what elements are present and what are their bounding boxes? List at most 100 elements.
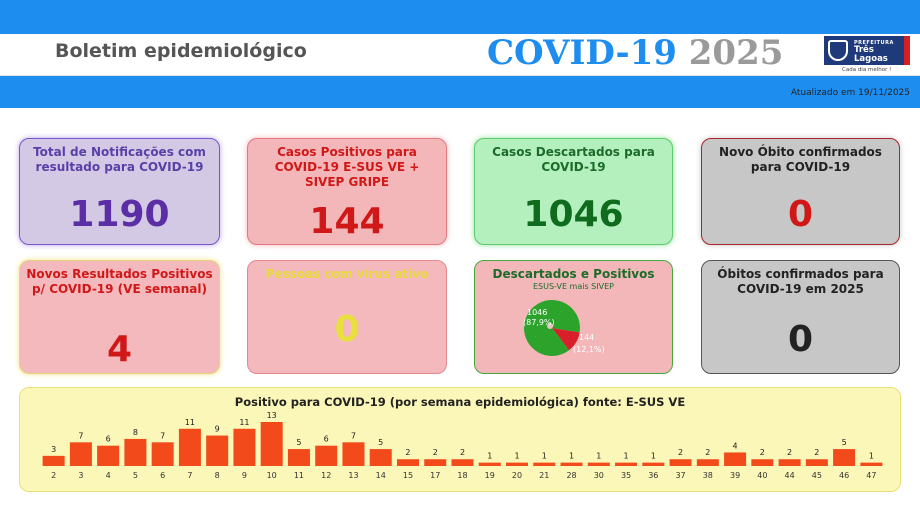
bar-week-38[interactable] [696, 459, 719, 466]
bar-week-6[interactable] [151, 442, 174, 466]
bar-week-39[interactable] [724, 452, 747, 466]
bar-value-label: 7 [351, 431, 356, 440]
covid-heading: COVID-19 2025 [487, 33, 783, 73]
bar-week-30[interactable] [587, 462, 610, 466]
x-tick-label: 9 [242, 471, 247, 480]
bar-value-label: 11 [239, 418, 249, 427]
bar-value-label: 2 [405, 448, 410, 457]
x-tick-label: 46 [839, 471, 849, 480]
pie-label-positivos-value: 144 [579, 333, 594, 342]
blue-band [0, 76, 920, 108]
bar-week-4[interactable] [97, 445, 120, 466]
x-tick-label: 38 [703, 471, 713, 480]
bar-value-label: 1 [569, 452, 574, 461]
x-tick-label: 12 [321, 471, 331, 480]
bar-week-40[interactable] [751, 459, 774, 466]
bar-week-11[interactable] [287, 449, 310, 466]
bar-week-7[interactable] [178, 428, 201, 466]
updated-date: Atualizado em 19/11/2025 [790, 88, 910, 98]
pie-slice-positivos [552, 328, 580, 351]
bar-value-label: 1 [869, 452, 874, 461]
x-tick-label: 2 [51, 471, 56, 480]
x-tick-label: 4 [106, 471, 111, 480]
x-tick-label: 44 [785, 471, 795, 480]
bar-week-14[interactable] [369, 449, 392, 466]
bar-week-19[interactable] [478, 462, 501, 466]
pie-label-descartados-value: 1046 [527, 308, 547, 317]
bar-week-13[interactable] [342, 442, 365, 466]
covid-text: COVID-19 [487, 33, 677, 73]
pie-subtitle: ESUS-VE mais SIVEP [533, 282, 614, 291]
bar-week-37[interactable] [669, 459, 692, 466]
bar-week-36[interactable] [642, 462, 665, 466]
bar-week-20[interactable] [506, 462, 529, 466]
bar-value-label: 2 [678, 448, 683, 457]
pie-center-marker [547, 323, 553, 329]
logo-prefix: PREFEITURA [854, 40, 894, 46]
weekly-bar-chart: 3273648576117981191310511612713514215217… [42, 411, 883, 480]
x-tick-label: 8 [215, 471, 220, 480]
bar-week-45[interactable] [805, 459, 828, 466]
card-label: Total de Notificações com resultado para… [33, 145, 206, 174]
bar-week-9[interactable] [233, 428, 256, 466]
bar-week-5[interactable] [124, 438, 147, 466]
x-tick-label: 37 [675, 471, 685, 480]
weekly-chart-panel: Positivo para COVID-19 (por semana epide… [19, 387, 901, 492]
logo-stripe [904, 36, 910, 65]
bar-week-8[interactable] [206, 435, 229, 466]
x-tick-label: 10 [267, 471, 277, 480]
bar-week-17[interactable] [424, 459, 447, 466]
bar-value-label: 1 [624, 452, 629, 461]
card-label: Novo Óbito confirmados para COVID-19 [719, 145, 882, 174]
bar-value-label: 1 [651, 452, 656, 461]
card-total-notifications[interactable]: Total de Notificações com resultado para… [19, 138, 220, 245]
x-tick-label: 19 [485, 471, 495, 480]
bar-value-label: 5 [296, 438, 301, 447]
bar-week-44[interactable] [778, 459, 801, 466]
header: Boletim epidemiológico COVID-19 2025 PRE… [0, 33, 920, 76]
bar-week-18[interactable] [451, 459, 474, 466]
bar-week-21[interactable] [533, 462, 556, 466]
bar-value-label: 1 [487, 452, 492, 461]
bar-value-label: 4 [733, 441, 738, 450]
card-label: Casos Descartados para COVID-19 [492, 145, 655, 174]
card-new-deaths[interactable]: Novo Óbito confirmados para COVID-19 0 [701, 138, 900, 245]
card-value: 0 [787, 194, 814, 235]
bar-value-label: 8 [133, 428, 138, 437]
card-positive-cases[interactable]: Casos Positivos para COVID-19 E-SUS VE +… [247, 138, 447, 245]
x-tick-label: 11 [294, 471, 304, 480]
bar-week-47[interactable] [860, 462, 883, 466]
card-new-results[interactable]: Novos Resultados Positivos p/ COVID-19 (… [19, 260, 220, 374]
pie-label-positivos-pct: (12,1%) [573, 345, 605, 354]
chart-title: Positivo para COVID-19 (por semana epide… [234, 395, 686, 409]
bar-value-label: 11 [185, 418, 195, 427]
card-value: 144 [309, 201, 385, 242]
bar-week-46[interactable] [833, 449, 856, 466]
card-discarded-cases[interactable]: Casos Descartados para COVID-19 1046 [474, 138, 673, 245]
x-tick-label: 6 [160, 471, 165, 480]
x-tick-label: 39 [730, 471, 740, 480]
x-tick-label: 15 [403, 471, 413, 480]
bar-value-label: 2 [460, 448, 465, 457]
year-text: 2025 [688, 33, 784, 73]
x-tick-label: 17 [430, 471, 440, 480]
bar-value-label: 1 [514, 452, 519, 461]
bar-week-3[interactable] [69, 442, 92, 466]
bar-week-10[interactable] [260, 422, 283, 466]
bar-value-label: 13 [267, 411, 277, 420]
bar-value-label: 9 [215, 425, 220, 434]
bar-week-28[interactable] [560, 462, 583, 466]
card-value: 0 [787, 319, 814, 360]
bar-week-12[interactable] [315, 445, 338, 466]
bar-week-15[interactable] [396, 459, 419, 466]
page-title: Boletim epidemiológico [55, 40, 307, 62]
card-pie-chart[interactable]: Descartados e Positivos ESUS-VE mais SIV… [474, 260, 673, 374]
card-active-virus[interactable]: Pessoas com vírus ativo 0 [247, 260, 447, 374]
bar-value-label: 1 [596, 452, 601, 461]
card-value: 1190 [69, 194, 170, 235]
bar-week-35[interactable] [615, 462, 638, 466]
bar-week-2[interactable] [42, 455, 65, 466]
card-deaths-2025[interactable]: Óbitos confirmados para COVID-19 em 2025… [701, 260, 900, 374]
logo-tagline: Cada dia melhor ! [842, 67, 892, 73]
bar-value-label: 3 [51, 445, 56, 454]
